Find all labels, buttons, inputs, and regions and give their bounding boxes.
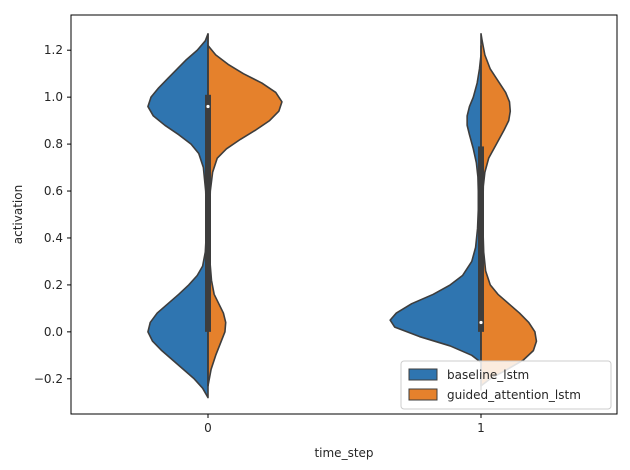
legend-swatch-guided_attention_lstm bbox=[408, 388, 438, 401]
legend-swatch-baseline_lstm bbox=[408, 368, 438, 381]
legend-label-guided_attention_lstm: guided_attention_lstm bbox=[447, 388, 581, 402]
plot-frame bbox=[70, 14, 618, 415]
y-tick-label: 0.2 bbox=[44, 278, 63, 292]
legend-box bbox=[400, 360, 612, 410]
legend-label-baseline_lstm: baseline_lstm bbox=[447, 368, 529, 382]
legend: baseline_lstm guided_attention_lstm bbox=[400, 360, 612, 410]
inner-box-layer bbox=[205, 33, 484, 391]
y-tick-label: 1.0 bbox=[44, 90, 63, 104]
y-axis: −0.2 0.0 0.2 0.4 0.6 0.8 1.0 1.2 bbox=[34, 43, 71, 386]
y-tick-label: −0.2 bbox=[34, 372, 63, 386]
x-tick-label: 0 bbox=[204, 421, 212, 435]
y-tick-label: 0.8 bbox=[44, 137, 63, 151]
x-axis-title: time_step bbox=[314, 446, 373, 460]
median-dot-0 bbox=[206, 104, 210, 109]
y-axis-title: activation bbox=[11, 185, 25, 244]
x-tick-label: 1 bbox=[477, 421, 485, 435]
iqr-box-0 bbox=[205, 94, 211, 332]
y-tick-label: 0.0 bbox=[44, 325, 63, 339]
violin-guided_attention_lstm-1 bbox=[480, 32, 538, 387]
violin-baseline_lstm-0 bbox=[147, 32, 209, 399]
iqr-box-1 bbox=[478, 146, 484, 332]
median-dot-1 bbox=[479, 320, 483, 325]
y-tick-label: 1.2 bbox=[44, 43, 63, 57]
violin-guided_attention_lstm-0 bbox=[207, 44, 283, 387]
y-tick-label: 0.6 bbox=[44, 184, 63, 198]
y-tick-label: 0.4 bbox=[44, 231, 63, 245]
violin-baseline_lstm-1 bbox=[389, 54, 482, 364]
